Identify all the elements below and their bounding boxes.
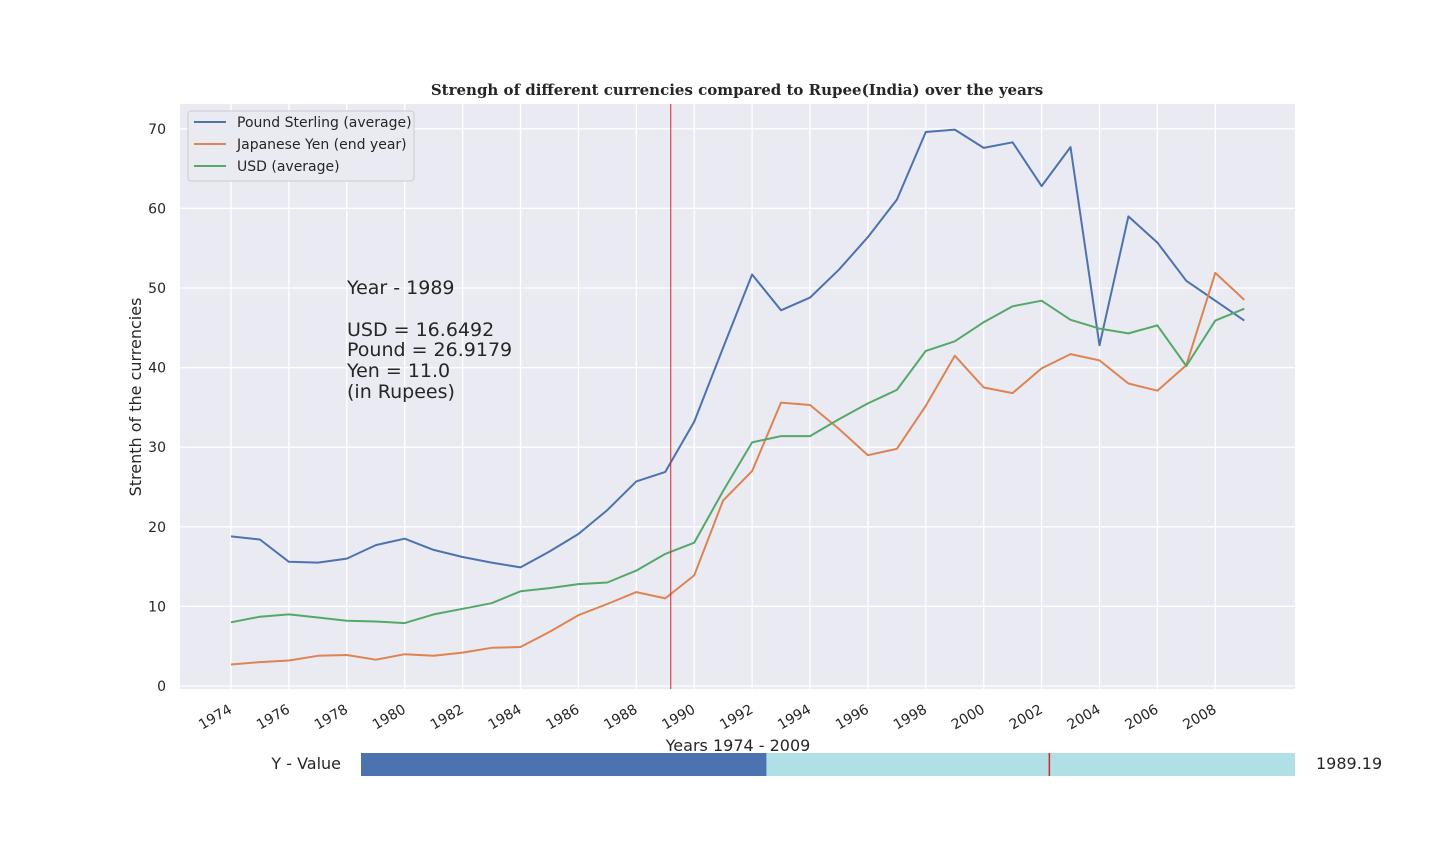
x-tick-label: 1996 [833,702,872,734]
annotation-pound: Pound = 26.9179 [347,339,512,361]
annotation-unit: (in Rupees) [347,381,455,403]
legend-box [187,110,415,182]
slider-fill[interactable] [361,753,767,776]
x-tick-label: 1992 [717,702,756,734]
x-tick-label: 2008 [1180,702,1219,734]
x-tick-label: 1998 [891,702,930,734]
y-tick-label: 70 [148,122,166,138]
y-tick-label: 0 [157,679,166,695]
annotation-usd: USD = 16.6492 [347,319,494,341]
y-tick-label: 50 [148,281,166,297]
x-tick-label: 1990 [659,702,698,734]
x-tick-label: 2004 [1065,702,1104,734]
annotation-year: Year - 1989 [346,277,455,299]
series-line-2 [230,299,1245,625]
x-tick-label: 1986 [544,702,583,734]
x-tick-label: 1978 [312,702,351,734]
legend-label-pound: Pound Sterling (average) [237,115,412,131]
x-tick-label: 2000 [949,702,988,734]
x-tick-label: 1980 [370,702,409,734]
slider-label: Y - Value [270,754,341,773]
year-annotation: Year - 1989 USD = 16.6492 Pound = 26.917… [346,277,512,403]
legend: Pound Sterling (average) Japanese Yen (e… [187,110,415,182]
x-tick-label: 2002 [1007,702,1046,734]
y-axis-label: Strenth of the currencies [126,298,145,497]
x-tick-labels: 1974 1976 1978 1980 1982 1984 1986 1988 1990 1992… [196,702,1219,734]
x-tick-label: 2006 [1123,702,1162,734]
annotation-yen: Yen = 11.0 [346,360,450,382]
x-tick-label: 1984 [486,702,525,734]
x-tick-label: 1976 [254,702,293,734]
y-tick-label: 30 [148,440,166,456]
series-lines [230,128,1245,666]
plot-background [180,104,1295,689]
y-tick-label: 20 [148,520,166,536]
y-tick-label: 60 [148,201,166,217]
x-tick-label: 1994 [775,702,814,734]
chart-title: Strengh of different currencies compared… [431,81,1043,99]
y-tick-label: 40 [148,361,166,377]
grid-lines [180,104,1295,689]
x-axis-label: Years 1974 - 2009 [665,736,811,755]
legend-label-usd: USD (average) [237,159,340,175]
year-slider[interactable]: Y - Value 1989.19 [270,753,1382,776]
x-tick-label: 1974 [196,702,235,734]
slider-value: 1989.19 [1316,754,1382,773]
series-line-1 [230,271,1245,666]
y-tick-label: 10 [148,599,166,615]
legend-label-yen: Japanese Yen (end year) [236,137,407,153]
x-tick-label: 1988 [601,702,640,734]
y-tick-labels: 0 10 20 30 40 50 60 70 [148,122,166,695]
series-line-0 [230,128,1245,569]
x-tick-label: 1982 [428,702,467,734]
